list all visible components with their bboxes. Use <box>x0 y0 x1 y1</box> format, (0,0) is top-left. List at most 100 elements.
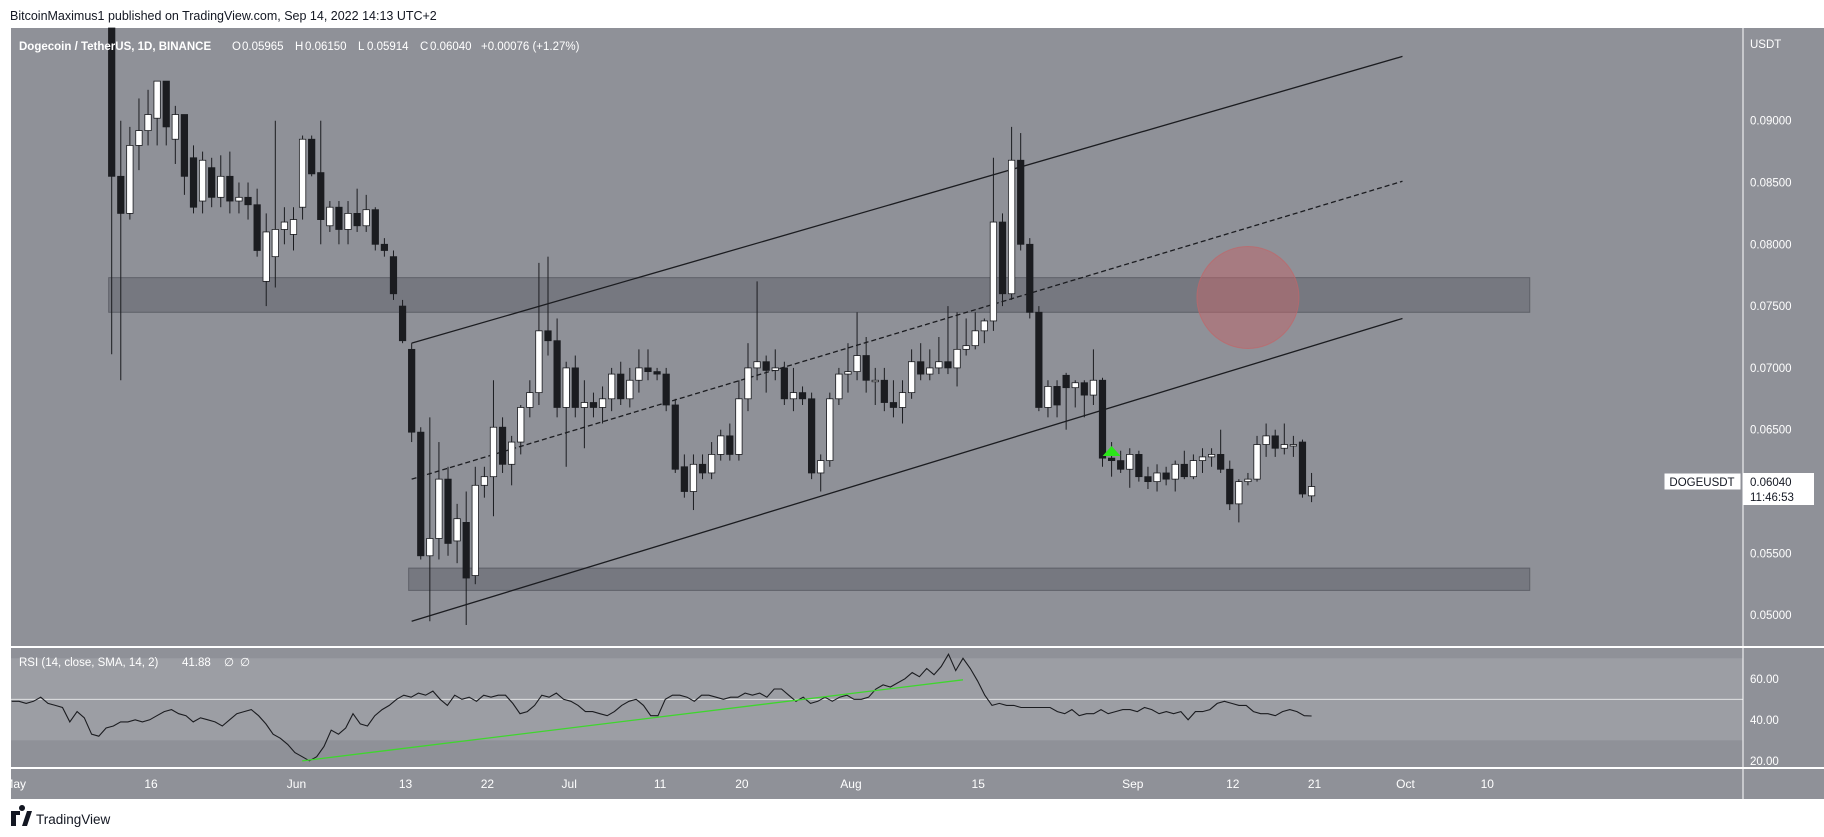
rsi-trendline[interactable] <box>302 679 964 762</box>
time-tick-label: 20 <box>735 777 749 791</box>
candle <box>535 262 543 405</box>
candle-body <box>108 27 116 177</box>
candle <box>1053 380 1061 418</box>
time-tick-label: Jul <box>562 777 577 791</box>
rsi-value: 41.88 <box>182 657 211 669</box>
channel-middle-line[interactable] <box>411 180 1403 480</box>
symbol-legend[interactable]: Dogecoin / TetherUS, 1D, BINANCE O 0.059… <box>19 41 580 53</box>
time-axis[interactable] <box>11 769 1743 799</box>
price-pane[interactable] <box>11 28 1743 646</box>
candle-body <box>1207 454 1216 458</box>
candle <box>744 343 752 412</box>
rsi-legend[interactable]: RSI (14, close, SMA, 14, 2) 41.88 ∅ ∅ <box>19 657 250 669</box>
rsi-tick-label: 20.00 <box>1750 756 1779 768</box>
candle <box>562 361 570 467</box>
candle <box>862 337 870 393</box>
candle-body <box>562 367 570 408</box>
time-tick-label: 11 <box>654 777 667 791</box>
candle-body <box>317 172 325 220</box>
candle <box>489 380 498 517</box>
candle-body <box>480 476 488 486</box>
candle <box>389 250 398 300</box>
candle <box>735 380 743 461</box>
price-axis[interactable] <box>1743 28 1824 646</box>
candle-body <box>117 175 125 214</box>
time-tick-label: May <box>3 777 26 791</box>
candle <box>171 105 179 164</box>
candle-body <box>126 145 134 214</box>
zone-rect[interactable] <box>108 277 1531 313</box>
candle-body <box>253 204 261 251</box>
channel-upper-line[interactable] <box>411 55 1403 344</box>
symbol-title[interactable]: Dogecoin / TetherUS, 1D, BINANCE <box>19 41 211 53</box>
candle-body <box>162 80 170 128</box>
currency-label: USDT <box>1750 39 1781 51</box>
candle <box>508 435 516 486</box>
ohlc-o-label: O <box>232 41 241 53</box>
candle <box>1289 435 1297 457</box>
candle <box>135 98 143 171</box>
candle-body <box>408 348 416 433</box>
candle-body <box>235 196 243 202</box>
candle-body <box>780 367 788 400</box>
rsi-extra-1: ∅ <box>224 657 234 669</box>
rsi-extra-2: ∅ <box>240 657 250 669</box>
candle <box>835 367 843 405</box>
candle <box>344 201 352 245</box>
candle-body <box>808 398 816 474</box>
rsi-line[interactable] <box>11 652 1312 762</box>
ohlc-high: 0.06150 <box>305 41 347 53</box>
candle-body <box>298 138 307 208</box>
time-axis-corner <box>1743 769 1824 799</box>
candle <box>635 349 643 393</box>
candle-body <box>153 80 161 119</box>
candle-body <box>344 212 352 230</box>
candle <box>1062 372 1070 430</box>
candle-body <box>826 398 834 461</box>
candle <box>462 491 470 625</box>
candle-body <box>1235 481 1243 505</box>
candle <box>144 89 152 146</box>
candle-body <box>1126 454 1134 470</box>
candle-body <box>862 355 870 381</box>
up-arrow-marker[interactable] <box>1102 446 1121 457</box>
candle <box>1298 439 1307 498</box>
candle-body <box>789 392 798 400</box>
tradingview-logo-icon <box>11 804 32 826</box>
zone-rect[interactable] <box>408 567 1531 591</box>
candle-body <box>1162 472 1170 480</box>
candle-body <box>280 221 289 230</box>
channel-lower-line[interactable] <box>411 317 1403 622</box>
candle-body <box>398 305 407 342</box>
candle-body <box>1026 243 1034 313</box>
candle-body <box>1289 444 1297 447</box>
highlight-circle[interactable] <box>1196 245 1300 349</box>
price-tick-label: 0.08500 <box>1750 178 1792 190</box>
rsi-tick-labels: 60.00 40.00 20.00 <box>1750 674 1779 768</box>
candle <box>1207 448 1216 467</box>
candle-body <box>1262 435 1270 445</box>
candle <box>889 380 898 418</box>
candle-body <box>371 209 379 245</box>
ohlc-h-label: H <box>295 41 303 53</box>
candle-body <box>1226 468 1234 505</box>
candle <box>880 367 888 412</box>
candle <box>1035 306 1043 412</box>
candle-body <box>908 361 916 394</box>
candle <box>717 429 725 461</box>
candle-body <box>680 466 688 492</box>
candle-body <box>353 212 361 227</box>
candle <box>198 151 207 214</box>
candle-body <box>671 404 679 470</box>
candle-body <box>544 330 552 342</box>
candle <box>908 349 916 399</box>
candle-body <box>698 463 707 474</box>
candle-body <box>1044 386 1052 408</box>
candle <box>1080 380 1088 418</box>
price-tick-label: 0.08000 <box>1750 239 1792 251</box>
tradingview-logo[interactable]: TradingView <box>11 804 111 827</box>
rsi-indicator <box>11 652 1743 762</box>
rsi-axis[interactable] <box>1743 648 1824 767</box>
candle-body <box>635 367 643 381</box>
candle-body <box>953 348 961 369</box>
